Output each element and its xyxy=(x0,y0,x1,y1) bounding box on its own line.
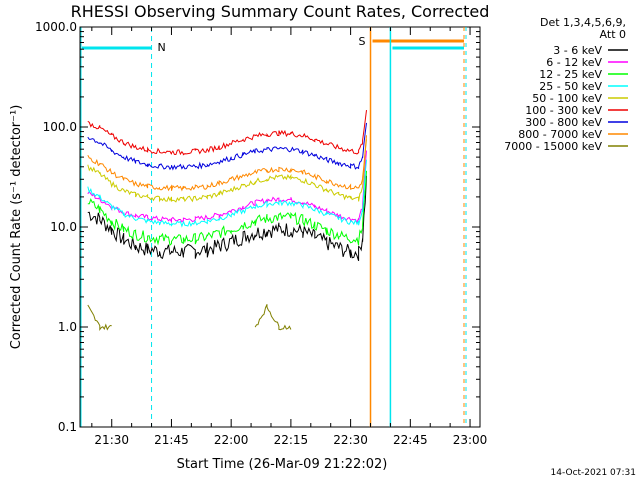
series-line-1 xyxy=(87,175,367,262)
series-line-4 xyxy=(87,159,367,228)
x-tick-label: 22:00 xyxy=(214,433,249,447)
series-line-9 xyxy=(87,304,292,331)
x-tick-label: 21:45 xyxy=(154,433,189,447)
y-tick-label: 1.0 xyxy=(58,320,77,334)
legend-label: 12 - 25 keV xyxy=(539,68,602,81)
y-tick-label: 0.1 xyxy=(58,420,77,434)
series-line-8 xyxy=(87,135,367,192)
x-tick-label: 23:00 xyxy=(453,433,488,447)
series-layer xyxy=(87,110,367,331)
x-tick-label: 22:15 xyxy=(274,433,309,447)
legend-label: 6 - 12 keV xyxy=(546,56,602,69)
chart-title: RHESSI Observing Summary Count Rates, Co… xyxy=(71,2,490,21)
legend-attenuator-text: Att 0 xyxy=(600,28,626,41)
legend-label: 7000 - 15000 keV xyxy=(504,140,602,153)
legend-detector-text: Det 1,3,4,5,6,9, xyxy=(540,16,626,29)
y-tick-label: 1000.0 xyxy=(35,20,77,34)
x-axis-label: Start Time (26-Mar-09 21:22:02) xyxy=(177,457,388,472)
legend-label: 3 - 6 keV xyxy=(553,44,602,57)
legend-label: 25 - 50 keV xyxy=(539,80,602,93)
footer-timestamp: 14-Oct-2021 07:31 xyxy=(551,468,636,478)
legend-header: Det 1,3,4,5,6,9, Att 0 xyxy=(540,16,626,41)
night-marker-label: N xyxy=(158,41,166,54)
series-line-5 xyxy=(87,139,367,203)
x-tick-label: 21:30 xyxy=(94,433,129,447)
x-tick-label: 22:45 xyxy=(393,433,428,447)
legend-label: 300 - 800 keV xyxy=(525,116,602,129)
y-axis: 0.1 1.0 10.0 100.0 1000.0 xyxy=(35,20,480,434)
legend-label: 50 - 100 keV xyxy=(532,92,602,105)
series-line-3 xyxy=(87,170,367,246)
x-axis: 21:30 21:45 22:00 22:15 22:30 22:45 23:00 xyxy=(91,27,488,447)
legend-label: 100 - 300 keV xyxy=(525,104,602,117)
x-tick-label: 22:30 xyxy=(333,433,368,447)
y-tick-label: 100.0 xyxy=(43,120,77,134)
legend-label: 800 - 7000 keV xyxy=(518,128,602,141)
series-line-7 xyxy=(87,122,367,171)
y-axis-label: Corrected Count Rate (s⁻¹ detector⁻¹) xyxy=(9,105,24,350)
saa-marker-label: S xyxy=(359,35,366,48)
series-line-2 xyxy=(87,150,367,224)
series-line-6 xyxy=(87,110,367,156)
y-tick-label: 10.0 xyxy=(50,220,77,234)
